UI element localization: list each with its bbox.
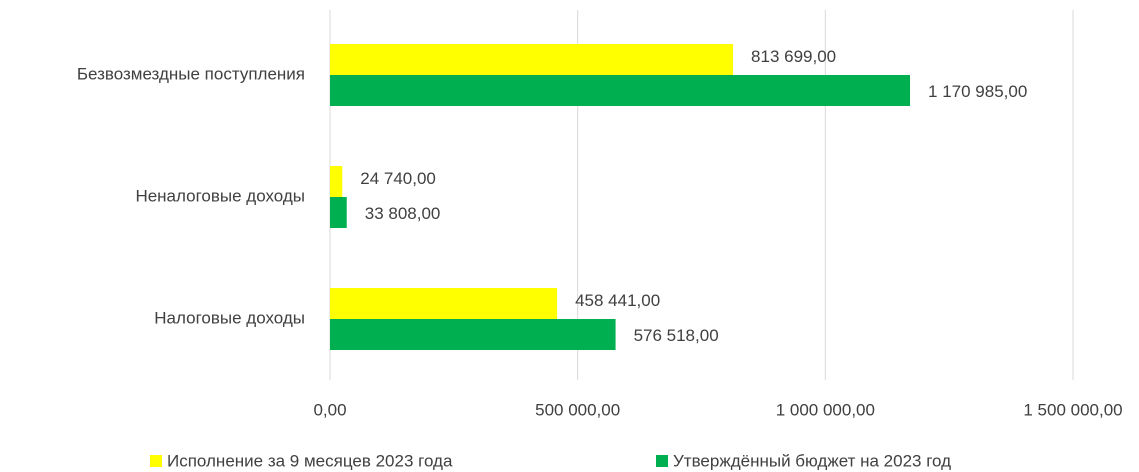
value-label: 576 518,00 <box>634 326 719 345</box>
value-label: 813 699,00 <box>751 47 836 66</box>
x-tick-label: 1 500 000,00 <box>1023 400 1122 419</box>
bar <box>330 44 734 75</box>
x-tick-label: 1 000 000,00 <box>776 400 875 419</box>
y-tick-label: Налоговые доходы <box>154 308 305 327</box>
bar <box>330 197 347 228</box>
legend-label: Утверждённый бюджет на 2023 год <box>673 451 951 470</box>
x-tick-label: 0,00 <box>313 400 346 419</box>
bar <box>330 288 558 319</box>
value-label: 458 441,00 <box>575 291 660 310</box>
bar <box>330 319 616 350</box>
legend-swatch <box>150 455 162 467</box>
bar <box>330 166 343 197</box>
legend-swatch <box>656 455 668 467</box>
value-label: 33 808,00 <box>365 204 441 223</box>
x-tick-label: 500 000,00 <box>535 400 620 419</box>
value-label: 1 170 985,00 <box>928 82 1027 101</box>
legend-label: Исполнение за 9 месяцев 2023 года <box>167 451 453 470</box>
bar <box>330 75 911 106</box>
value-label: 24 740,00 <box>360 169 436 188</box>
y-tick-label: Безвозмездные поступления <box>77 64 305 83</box>
y-tick-label: Неналоговые доходы <box>135 186 305 205</box>
